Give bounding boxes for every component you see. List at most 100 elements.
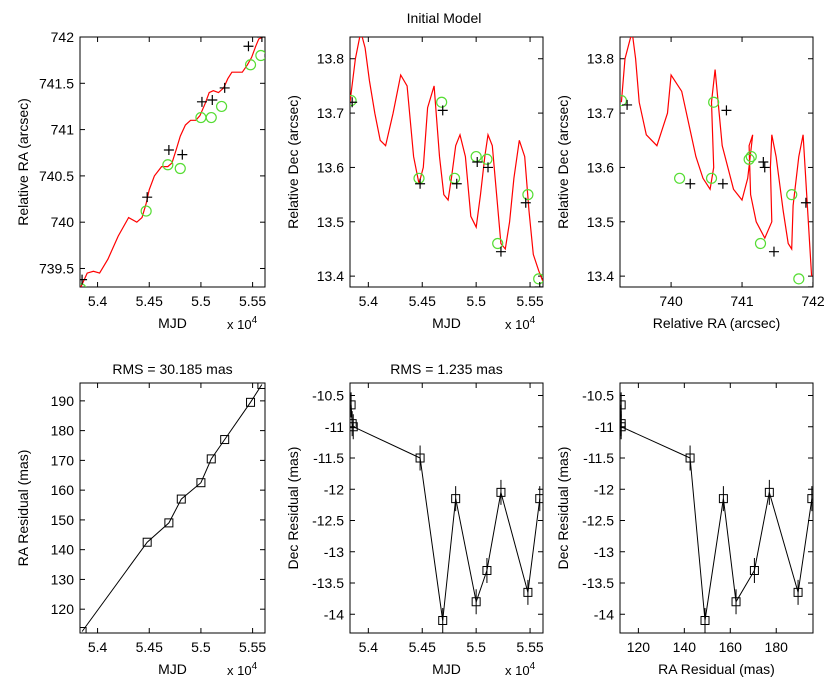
x-tick-label: 5.4 xyxy=(88,639,108,655)
y-axis-label: Dec Residual (mas) xyxy=(555,447,571,570)
observed-point xyxy=(800,197,811,208)
x-axis-label: RA Residual (mas) xyxy=(658,661,775,677)
y-tick-label: 13.6 xyxy=(587,159,614,175)
y-tick-label: 739.5 xyxy=(39,260,74,276)
y-tick-label: 170 xyxy=(51,452,75,468)
axes-frame xyxy=(619,382,814,634)
subplot-p6: 120 140 160 180 -14 -13.5 -13 -12.5 -12 -11.5 -11 -… xyxy=(555,382,814,677)
observed-point xyxy=(495,246,506,257)
observed-point xyxy=(350,97,358,108)
y-tick-label: 13.5 xyxy=(317,214,344,230)
y-tick-label: 740.5 xyxy=(39,168,74,184)
y-tick-label: 130 xyxy=(51,571,75,587)
residual-point xyxy=(749,566,759,575)
y-axis-label: Relative Dec (arcsec) xyxy=(285,95,301,229)
x-tick-label: 5.55 xyxy=(239,293,266,309)
y-tick-label: -14 xyxy=(594,606,614,622)
y-tick-label: -13 xyxy=(324,544,344,560)
observed-point xyxy=(759,162,770,173)
observed-point xyxy=(721,105,732,116)
y-tick-label: -12.5 xyxy=(582,513,614,529)
residual-point xyxy=(764,487,774,497)
axes-frame xyxy=(619,36,814,288)
y-tick-label: -12 xyxy=(594,481,614,497)
model-point xyxy=(244,59,257,71)
x-tick-label: 5.5 xyxy=(191,293,211,309)
y-tick-label: -11 xyxy=(595,419,614,435)
plot-area xyxy=(620,392,813,633)
model-point xyxy=(708,96,720,108)
observed-point xyxy=(483,162,494,173)
residual-point xyxy=(80,627,87,633)
y-axis-label: RA Residual (mas) xyxy=(15,450,31,567)
y-tick-label: 13.6 xyxy=(317,159,344,175)
y-tick-label: 13.7 xyxy=(587,105,614,121)
subplot-p1: 5.4 5.45 5.5 5.55 739.5 740 740.5 741 741.5 742 MJ… xyxy=(15,29,266,332)
model-curve xyxy=(620,37,813,277)
model-point xyxy=(140,205,152,217)
model-point xyxy=(205,111,217,124)
residual-point xyxy=(471,597,481,607)
residual-point xyxy=(620,422,626,432)
y-axis-label: Relative Dec (arcsec) xyxy=(555,95,571,229)
subplot-p2: 5.4 5.45 5.5 5.55 13.4 13.5 13.6 13.7 13.8 MJD Rel… xyxy=(285,36,544,332)
x-tick-label: 5.45 xyxy=(136,293,163,309)
plot-area xyxy=(350,37,543,287)
x-tick-label: 160 xyxy=(719,639,743,655)
y-tick-label: 190 xyxy=(51,393,75,409)
residual-point xyxy=(438,616,448,625)
observed-point xyxy=(142,192,153,203)
observed-point xyxy=(451,178,462,189)
model-point xyxy=(481,153,493,165)
residual-line xyxy=(81,384,263,632)
x-axis-multiplier-exponent: 4 xyxy=(252,315,258,326)
y-tick-label: -12.5 xyxy=(312,513,344,529)
residual-point xyxy=(257,383,265,389)
x-tick-label: 5.4 xyxy=(88,293,108,309)
plot-area xyxy=(350,392,543,633)
y-tick-label: 13.5 xyxy=(587,214,614,230)
model-point xyxy=(705,172,718,184)
x-axis-multiplier: x 104 xyxy=(227,661,258,678)
residual-point xyxy=(350,422,358,432)
subplot-title: RMS = 30.185 mas xyxy=(112,361,232,377)
x-axis-multiplier: x 104 xyxy=(227,315,258,332)
residual-point xyxy=(350,400,356,410)
subplot-p4: 5.4 5.45 5.5 5.55 120 130 140 150 160 170 180 190 MJ… xyxy=(15,361,266,678)
plot-area xyxy=(620,37,813,287)
y-tick-label: 180 xyxy=(51,423,75,439)
y-tick-label: -11.5 xyxy=(583,450,614,466)
y-tick-label: 741.5 xyxy=(39,75,74,91)
model-point xyxy=(350,94,357,107)
x-axis-label: MJD xyxy=(158,661,187,677)
y-tick-label: 13.8 xyxy=(587,51,614,67)
residual-point xyxy=(482,566,492,575)
y-tick-label: 742 xyxy=(51,29,75,45)
x-axis-multiplier-exponent: 4 xyxy=(252,661,258,672)
model-point xyxy=(80,283,87,287)
x-tick-label: 5.5 xyxy=(466,293,486,309)
observed-point xyxy=(219,82,230,93)
y-tick-label: -11.5 xyxy=(313,450,344,466)
y-tick-label: 140 xyxy=(51,542,75,558)
residual-point xyxy=(700,616,710,625)
model-point xyxy=(255,49,265,62)
observed-point xyxy=(415,178,426,189)
residual-point xyxy=(731,597,741,607)
y-tick-label: -11 xyxy=(325,419,344,435)
y-tick-label: -14 xyxy=(324,606,344,622)
x-tick-label: 120 xyxy=(627,639,651,655)
model-point xyxy=(215,100,228,113)
x-tick-label: 5.5 xyxy=(466,639,486,655)
y-tick-label: 150 xyxy=(51,512,75,528)
observed-point xyxy=(472,157,483,167)
axes-frame xyxy=(349,382,544,634)
residual-point xyxy=(206,454,216,464)
observed-point xyxy=(717,178,728,189)
residual-point xyxy=(164,518,174,528)
y-tick-label: -10.5 xyxy=(312,388,344,404)
residual-point xyxy=(220,435,230,445)
observed-point xyxy=(685,178,696,189)
observed-point xyxy=(534,282,543,287)
